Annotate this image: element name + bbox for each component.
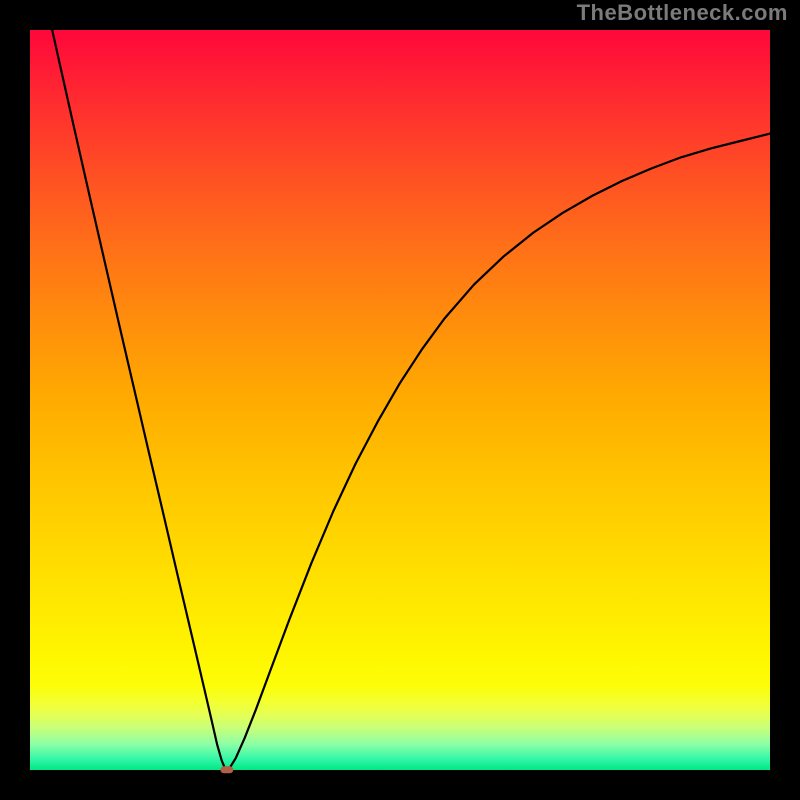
chart-root: TheBottleneck.com — [0, 0, 800, 800]
plot-area — [30, 30, 770, 770]
curve-svg — [30, 30, 770, 770]
bottleneck-curve — [52, 30, 770, 770]
minimum-marker — [220, 766, 233, 773]
watermark-text: TheBottleneck.com — [577, 0, 788, 26]
